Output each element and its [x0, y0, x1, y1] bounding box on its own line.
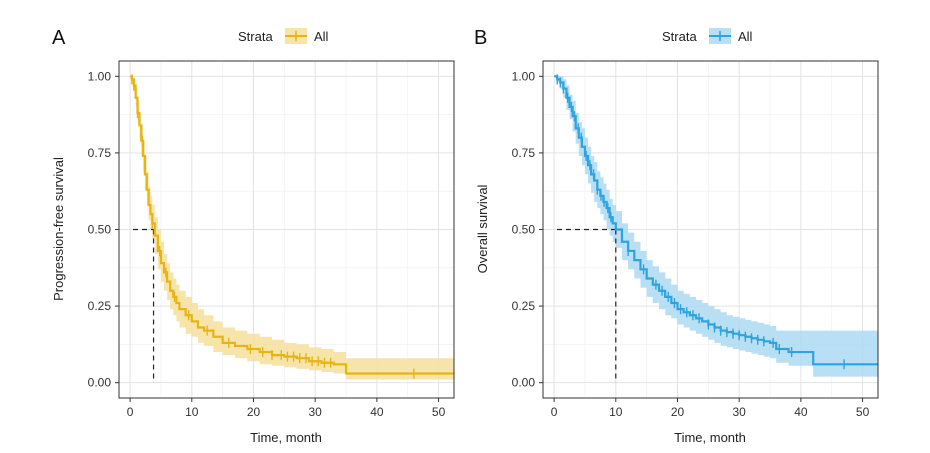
panel-a-x-tick-label: 30 — [309, 405, 323, 419]
panel-b-y-tick-label: 0.50 — [512, 223, 536, 237]
panel-b-x-tick-label: 10 — [609, 405, 623, 419]
panel-b-y-tick-label: 0.75 — [512, 146, 536, 160]
panel-a-y-tick-label: 0.25 — [88, 299, 112, 313]
panel-b-x-axis-title: Time, month — [674, 430, 746, 445]
panel-a-median-lines — [133, 228, 155, 383]
panel-b-legend-key — [709, 28, 731, 44]
panel-a-legend: Strata All — [238, 28, 329, 44]
panel-b-censor-marks — [556, 74, 845, 370]
panel-a-legend-key — [285, 28, 307, 44]
panel-b-x-tick-label: 20 — [671, 405, 685, 419]
panel-a-y-tick-label: 0.00 — [88, 376, 112, 390]
panel-b-os-chart: B Strata All 0 10 20 30 40 50 0.00 0.25 0.50 0.7… — [474, 27, 879, 445]
panel-b-median-lines — [557, 228, 617, 383]
panel-b-y-tick-label: 1.00 — [512, 69, 536, 83]
panel-b-y-tick-label: 0.25 — [512, 299, 536, 313]
panel-a-x-tick-label: 50 — [432, 405, 446, 419]
panel-b-y-tick-label: 0.00 — [512, 376, 536, 390]
panel-b-y-axis: 0.00 0.25 0.50 0.75 1.00 — [512, 69, 543, 390]
panel-b-confidence-band — [554, 76, 878, 377]
panel-a-y-tick-label: 1.00 — [88, 69, 112, 83]
panel-b-legend: Strata All — [662, 28, 753, 44]
panel-b-x-tick-label: 50 — [856, 405, 870, 419]
panel-b-label: B — [474, 27, 487, 49]
panel-a-pfs-chart: A Strata All 0 10 20 30 40 50 0.00 0.25 0.50 0.7… — [51, 27, 455, 445]
panel-a-x-axis: 0 10 20 30 40 50 — [127, 398, 446, 419]
panel-b-legend-title: Strata — [662, 29, 697, 44]
panel-b-legend-entry: All — [738, 29, 753, 44]
panel-a-y-tick-label: 0.50 — [88, 223, 112, 237]
panel-a-x-tick-label: 10 — [185, 405, 199, 419]
panel-b-y-axis-title: Overall survival — [475, 184, 490, 273]
panel-a-x-tick-label: 20 — [247, 405, 261, 419]
panel-a-legend-title: Strata — [238, 29, 273, 44]
panel-b-x-axis: 0 10 20 30 40 50 — [551, 398, 870, 419]
panel-a-y-axis-title: Progression-free survival — [51, 157, 66, 301]
panel-b-ci-band-group — [554, 76, 878, 377]
panel-b-x-tick-label: 0 — [551, 405, 558, 419]
panel-a-label: A — [52, 27, 66, 49]
panel-a-legend-entry: All — [314, 29, 329, 44]
panel-b-x-tick-label: 40 — [794, 405, 808, 419]
panel-a-x-tick-label: 0 — [127, 405, 134, 419]
panel-a-x-axis-title: Time, month — [250, 430, 322, 445]
panel-b-x-tick-label: 30 — [733, 405, 747, 419]
panel-a-y-axis: 0.00 0.25 0.50 0.75 1.00 — [88, 69, 119, 390]
panel-a-y-tick-label: 0.75 — [88, 146, 112, 160]
panel-a-x-tick-label: 40 — [370, 405, 384, 419]
panel-a-censor-marks — [131, 74, 415, 379]
